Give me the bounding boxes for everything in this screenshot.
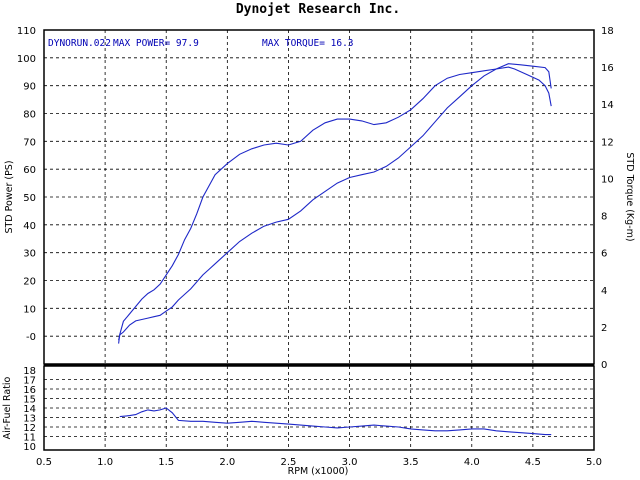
torque-tick-label: 18: [601, 26, 614, 37]
power-tick-label: 60: [23, 165, 36, 176]
power-tick-label: 40: [23, 221, 36, 232]
torque-tick-labels: 18 16 14 12 10 8 6 4 2 0: [601, 26, 614, 371]
afr-tick-label: 16: [23, 385, 36, 396]
torque-tick-label: 4: [601, 286, 607, 297]
power-tick-label: 10: [23, 304, 36, 315]
afr-tick-label: 17: [23, 376, 36, 387]
x-tick-label: 4.0: [464, 457, 480, 468]
power-tick-label: -0: [26, 332, 36, 343]
x-tick-label: 0.5: [36, 457, 52, 468]
torque-axis-label: STD Torque (Kg-m): [624, 152, 635, 241]
torque-tick-label: 8: [601, 212, 607, 223]
rpm-axis-label: RPM (x1000): [288, 466, 349, 477]
torque-tick-label: 14: [601, 100, 614, 111]
afr-tick-label: 12: [23, 423, 36, 434]
power-tick-label: 20: [23, 277, 36, 288]
upper-plot-frame: [43, 29, 595, 365]
power-tick-label: 110: [17, 26, 36, 37]
afr-tick-label: 15: [23, 395, 36, 406]
afr-tick-label: 11: [23, 433, 36, 444]
max-torque-label: MAX TORQUE= 16.3: [262, 38, 354, 49]
x-tick-label: 4.5: [525, 457, 541, 468]
torque-tick-label: 12: [601, 137, 614, 148]
x-tick-label: 1.5: [158, 457, 174, 468]
x-tick-label: 3.0: [342, 457, 358, 468]
power-tick-label: 80: [23, 110, 36, 121]
power-tick-label: 30: [23, 249, 36, 260]
max-power-label: MAX POWER= 97.9: [113, 38, 199, 49]
afr-tick-label: 13: [23, 414, 36, 425]
afr-tick-label: 14: [23, 404, 36, 415]
run-name: DYNORUN.022: [48, 38, 111, 49]
x-tick-label: 3.5: [403, 457, 419, 468]
curves: [118, 63, 552, 436]
torque-curve: [118, 66, 552, 344]
lower-plot-frame: [43, 365, 595, 451]
afr-tick-label: 10: [23, 442, 36, 453]
power-tick-label: 90: [23, 82, 36, 93]
rpm-tick-labels: 0.5 1.0 1.5 2.0 2.5 3.0 3.5 4.0 4.5 5.0: [36, 457, 602, 468]
power-tick-label: 50: [23, 193, 36, 204]
torque-tick-label: 10: [601, 174, 614, 185]
power-curve: [118, 63, 552, 341]
x-tick-label: 2.5: [280, 457, 296, 468]
torque-tick-label: 16: [601, 63, 614, 74]
torque-tick-label: 0: [601, 360, 607, 371]
x-tick-label: 1.0: [97, 457, 113, 468]
torque-tick-label: 6: [601, 249, 607, 260]
afr-axis-label: Air-Fuel Ratio: [2, 376, 13, 439]
power-tick-labels: 110 100 90 80 70 60 50 40 30 20 10 -0: [17, 26, 36, 343]
x-tick-label: 2.0: [219, 457, 235, 468]
afr-tick-label: 18: [23, 366, 36, 377]
x-tick-label: 5.0: [586, 457, 602, 468]
power-tick-label: 100: [17, 54, 36, 65]
torque-tick-label: 2: [601, 323, 607, 334]
power-axis-label: STD Power (PS): [4, 160, 15, 233]
power-tick-label: 70: [23, 137, 36, 148]
afr-curve: [119, 407, 552, 436]
upper-grid: [44, 30, 594, 364]
lower-grid: [44, 366, 594, 450]
chart-title: Dynojet Research Inc.: [236, 2, 400, 17]
